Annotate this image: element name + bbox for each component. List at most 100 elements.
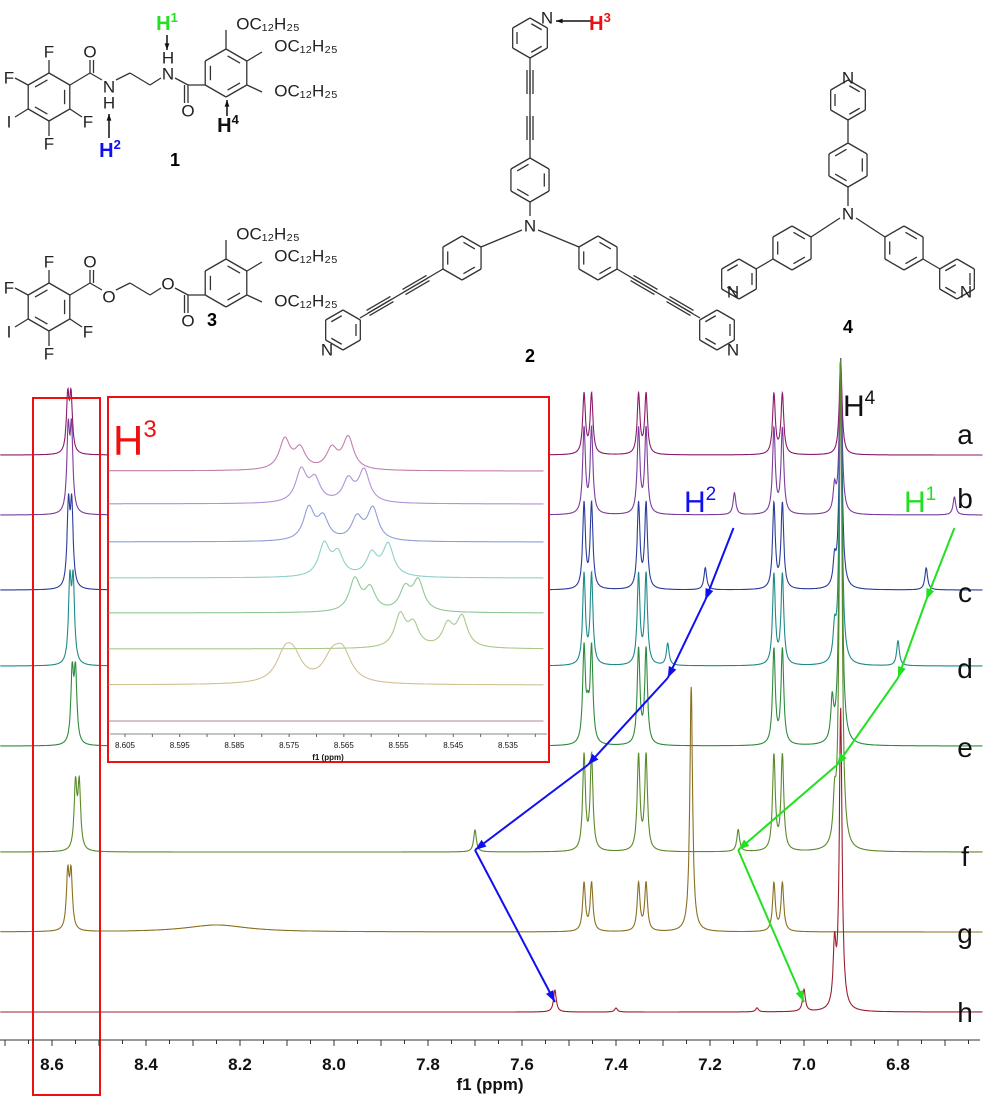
ring-double-bond (704, 315, 717, 323)
spectrum-trace-h (0, 707, 983, 1013)
atom-f: F (4, 69, 14, 88)
triple-bond (366, 295, 391, 311)
x-axis-label: f1 (ppm) (456, 1075, 523, 1094)
annotation-h1: H1 (904, 484, 936, 519)
ring-bond (828, 142, 849, 155)
ring-bond (721, 258, 740, 270)
atom-f: F (44, 135, 54, 154)
proton-label-h3: H3 (589, 10, 611, 35)
h1-shift-arrow-head (795, 990, 804, 1002)
atom-i: I (7, 323, 12, 342)
inset-x-tick-label: 8.545 (443, 741, 464, 750)
ring-bond (325, 309, 344, 321)
ring-double-bond (516, 188, 529, 197)
ring-bond (716, 309, 735, 321)
h2-shift-arrow (474, 764, 589, 851)
h1-shift-arrow (737, 849, 805, 1003)
ring-bond (956, 288, 975, 300)
triple-bond (667, 298, 693, 314)
trace-label-c: c (958, 577, 972, 608)
bond (89, 72, 103, 81)
spectrum-trace-g (0, 686, 983, 933)
triple-bond (630, 280, 655, 296)
ring-double-bond (944, 264, 957, 272)
inset-x-tick-label: 8.595 (170, 741, 191, 750)
ring-bond (956, 258, 975, 270)
compound-number: 1 (170, 150, 180, 170)
ring-bond (325, 339, 344, 351)
h2-shift-arrow (704, 527, 735, 601)
chain-label: OC₁₂H₂₅ (274, 292, 338, 311)
h1-shift-arrow-head (836, 753, 847, 765)
bond (69, 318, 83, 328)
ring-double-bond (463, 241, 476, 250)
h1-shift-arrow (737, 764, 838, 851)
ring-bond (791, 225, 812, 238)
ring-double-bond (227, 265, 241, 274)
bond (115, 72, 131, 81)
triple-bond (633, 274, 658, 290)
ring-bond (830, 109, 849, 121)
bond (246, 261, 263, 272)
annotation-h4: H4 (843, 388, 876, 423)
inset-x-tick-label: 8.575 (279, 741, 300, 750)
inset-x-tick-label: 8.555 (389, 741, 410, 750)
ring-bond (48, 282, 71, 296)
atom-n: N (321, 341, 333, 360)
ring-bond (342, 309, 361, 321)
triple-bond (402, 274, 427, 290)
h1-shift-arrow-head (897, 666, 906, 678)
atom-n: N (162, 65, 174, 84)
atom-f: F (83, 323, 93, 342)
ring-bond (204, 84, 227, 98)
proton-label-h2: H2 (99, 137, 121, 162)
h2-shift-arrow (474, 849, 556, 1003)
ring-bond (847, 142, 868, 155)
bond (480, 229, 523, 248)
triple-bond (631, 277, 657, 293)
trace-label-e: e (957, 732, 973, 763)
h2-shift-arrow (587, 677, 669, 766)
bond (69, 108, 83, 118)
atom-n: N (960, 283, 972, 302)
atom-h: H (103, 94, 115, 113)
x-tick-label: 7.0 (792, 1055, 816, 1074)
h1-arrow-head (164, 43, 170, 50)
h4-arrow-head (224, 100, 230, 107)
ring-bond (699, 339, 718, 351)
x-tick-label: 6.8 (886, 1055, 910, 1074)
chemical-structures (14, 17, 975, 351)
ring-double-bond (793, 231, 806, 240)
atom-f: F (4, 279, 14, 298)
atom-o: O (181, 312, 194, 331)
inset-trace (108, 540, 544, 579)
chain-label: OC₁₂H₂₅ (274, 82, 338, 101)
h2-shift-arrow-head (546, 990, 555, 1002)
bond (174, 77, 189, 86)
h3-arrow-head (556, 18, 563, 24)
ring-bond (903, 258, 924, 271)
ring-bond (27, 282, 50, 296)
atom-n: N (541, 9, 553, 28)
ring-bond (510, 157, 531, 170)
trace-label-g: g (957, 918, 973, 949)
ring-bond (939, 258, 958, 270)
x-axis-ticks: 8.6 8.4 8.2 8.0 7.8 7.6 7.4 7.2 7.0 6.8 (4, 1040, 969, 1074)
bond (755, 258, 774, 270)
chain-label: OC₁₂H₂₅ (236, 15, 300, 34)
ring-bond (529, 190, 550, 203)
ring-bond (225, 294, 248, 308)
ring-double-bond (848, 85, 861, 93)
bond (129, 72, 151, 86)
inset-ticks: 8.605 8.595 8.585 8.575 8.565 8.555 8.545 8.535 (115, 734, 536, 750)
trace-label-d: d (957, 653, 973, 684)
atom-n: N (103, 78, 115, 97)
ring-double-bond (905, 256, 918, 265)
atom-f: F (83, 113, 93, 132)
ring-bond (204, 258, 227, 272)
ring-bond (529, 17, 548, 29)
ring-double-bond (330, 337, 343, 345)
x-tick-label: 8.0 (322, 1055, 346, 1074)
atom-o: O (83, 43, 96, 62)
